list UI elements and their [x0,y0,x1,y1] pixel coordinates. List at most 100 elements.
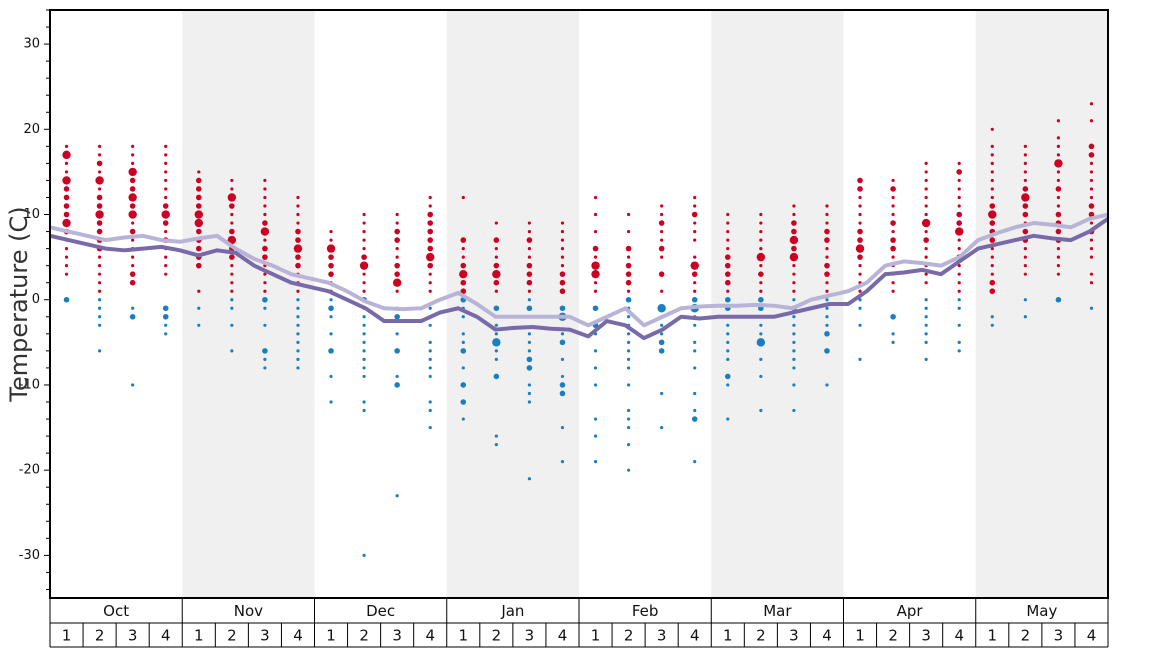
temperature-dot [1023,315,1027,319]
temperature-dot [559,279,566,286]
temperature-dot [989,203,996,209]
temperature-dot [956,220,963,226]
temperature-dot [362,400,366,404]
week-label: 3 [525,627,535,645]
temperature-dot [891,229,895,234]
temperature-dot [62,218,71,228]
temperature-dot [593,281,598,285]
temperature-dot [593,255,598,259]
temperature-dot [230,187,234,191]
temperature-dot [128,167,137,177]
temperature-dot [229,203,235,209]
temperature-dot [989,237,996,243]
temperature-dot [924,247,928,251]
temperature-dot [1089,119,1094,123]
temperature-dot [263,306,267,310]
temperature-dot [460,237,467,243]
temperature-dot [559,305,566,312]
week-label: 4 [954,627,964,645]
temperature-dot [1089,272,1094,276]
temperature-dot [1023,298,1027,302]
temperature-dot [660,204,664,208]
temperature-dot [626,383,631,387]
temperature-dot [693,255,697,259]
temperature-dot [593,229,598,234]
temperature-dot [825,383,829,387]
temperature-dot [1023,247,1027,251]
temperature-dot [726,247,730,251]
temperature-dot [395,212,399,217]
temperature-dot [592,305,599,312]
temperature-dot [329,400,333,404]
week-label: 1 [591,627,601,645]
temperature-dot [263,289,267,293]
temperature-dot [990,170,994,174]
temperature-dot [759,221,763,225]
temperature-dot [924,195,928,200]
temperature-dot [626,357,631,361]
temperature-dot [527,289,532,293]
y-tick-label: 20 [23,122,40,137]
temperature-dot [957,289,961,293]
temperature-dot [1022,228,1029,235]
temperature-dot [428,289,432,293]
temperature-dot [96,203,103,209]
temperature-dot [527,391,532,396]
temperature-dot [427,237,434,243]
temperature-dot [792,281,796,285]
temperature-dot [957,195,961,200]
temperature-dot [328,305,334,312]
temperature-dot [128,193,137,202]
month-label: Oct [103,602,129,620]
temperature-dot [428,349,432,353]
temperature-dot [131,383,135,387]
temperature-dot [724,296,731,303]
temperature-dot [428,408,432,413]
temperature-dot [989,288,996,295]
temperature-dot [1089,247,1094,251]
temperature-dot [625,296,632,303]
temperature-dot [891,195,895,200]
temperature-dot [427,228,434,235]
temperature-dot [924,306,928,310]
temperature-dot [560,221,565,225]
temperature-dot [693,221,697,225]
temperature-dot [759,332,763,336]
temperature-dot [263,281,267,285]
temperature-dot [857,228,863,235]
temperature-dot [63,211,70,218]
month-band [182,10,315,598]
temperature-dot [791,228,797,235]
temperature-dot [1089,238,1094,242]
temperature-dot [726,238,730,242]
temperature-dot [824,271,830,277]
temperature-dot [527,340,532,344]
temperature-dot [195,228,202,235]
temperature-dot [162,313,169,320]
temperature-dot [791,220,797,226]
temperature-dot [494,349,498,353]
temperature-dot [362,315,366,319]
temperature-dot [693,340,697,344]
x-axis: Oct 1 2 3 4 Nov 1 2 3 4 Dec 1 2 3 4 Jan 1 2 3 4 Feb 1 2 3 4 Mar 1 2… [49,598,1109,648]
temperature-dot [1022,186,1029,192]
temperature-dot [164,170,168,174]
temperature-dot [626,289,631,293]
temperature-dot [625,271,632,277]
temperature-dot [957,247,961,251]
temperature-dot [1056,195,1061,200]
temperature-dot [988,210,997,219]
temperature-dot [527,383,532,387]
temperature-dot [990,315,994,319]
week-label: 2 [1021,627,1031,645]
temperature-dot [296,315,300,319]
temperature-dot [591,269,600,279]
temperature-dot [526,279,533,286]
temperature-dot [97,170,102,174]
temperature-dot [362,281,366,285]
temperature-dot [394,313,400,320]
month-label: Dec [366,602,395,620]
temperature-dot [593,289,598,293]
temperature-dot [164,195,168,200]
